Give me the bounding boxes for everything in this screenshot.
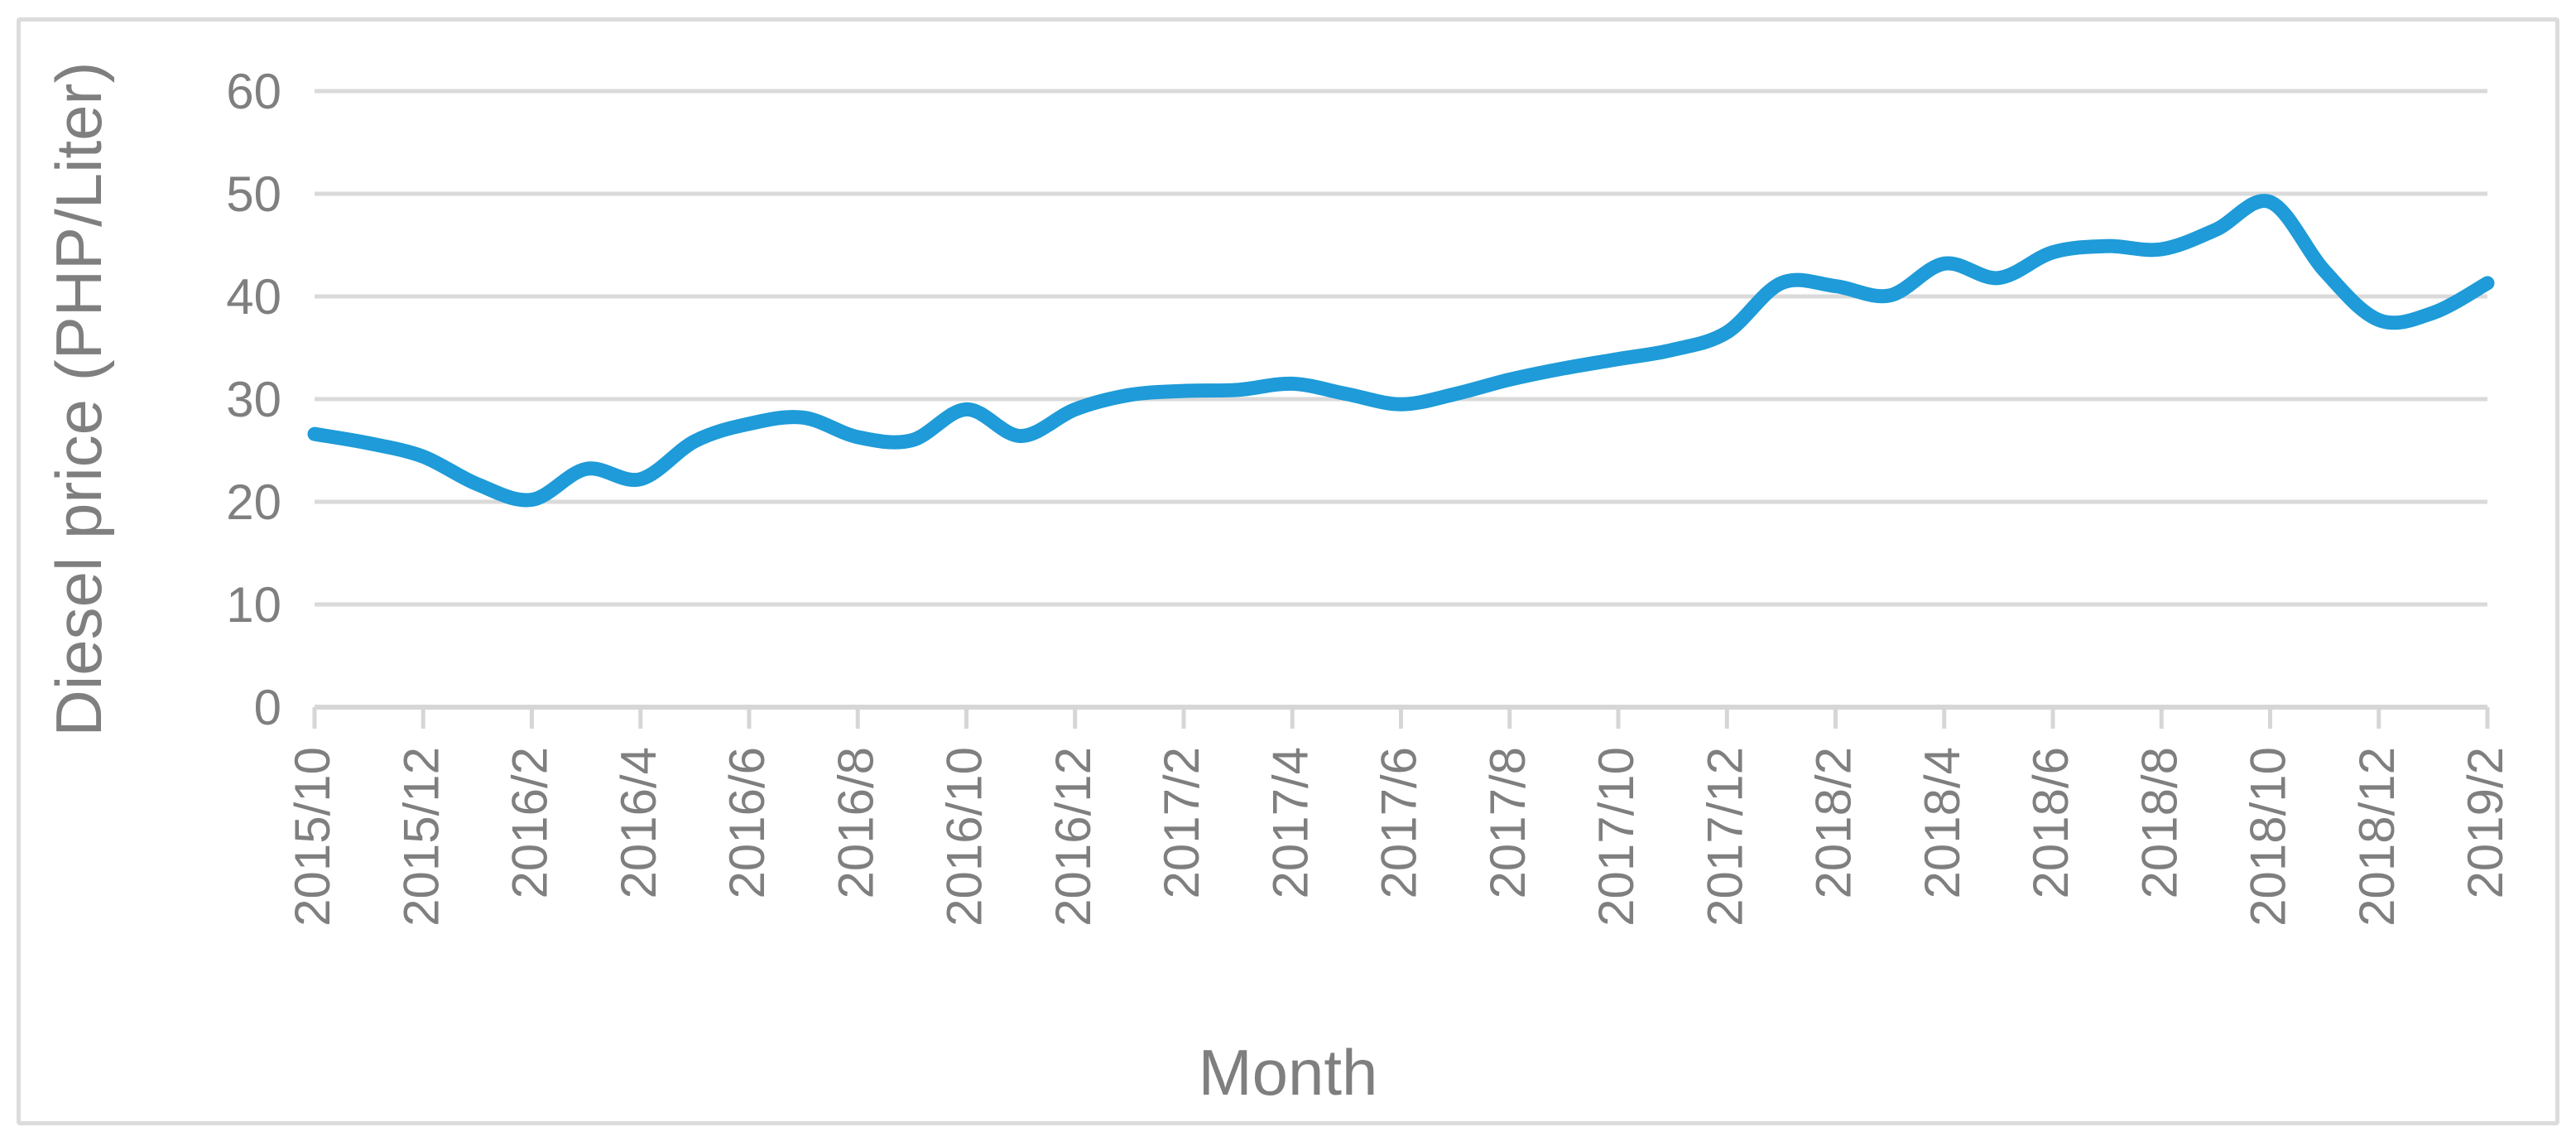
- x-tick-label-2016/4: 2016/4: [611, 747, 666, 899]
- gridlines: [315, 89, 2487, 710]
- x-tick-label-2016/6: 2016/6: [719, 747, 775, 899]
- x-axis-tick-labels: 2015/10 2015/12 2016/2 2016/4 2016/6 2016/8 20…: [285, 747, 2513, 927]
- x-tick-label-2017/10: 2017/10: [1588, 747, 1644, 927]
- chart-border: [17, 17, 2559, 1125]
- y-tick-label-10: 10: [226, 577, 281, 633]
- x-tick-label-2015/10: 2015/10: [285, 747, 340, 927]
- x-tick-label-2019/2: 2019/2: [2458, 747, 2513, 899]
- x-tick-label-2018/6: 2018/6: [2023, 747, 2079, 899]
- y-axis-title: Diesel price (PHP/Liter): [42, 62, 115, 737]
- x-tick-label-2015/12: 2015/12: [393, 747, 449, 927]
- y-tick-label-20: 20: [226, 474, 281, 530]
- x-tick-label-2016/8: 2016/8: [828, 747, 883, 899]
- y-axis-tick-labels: 0 10 20 30 40 50 60: [226, 64, 281, 735]
- y-tick-label-30: 30: [226, 372, 281, 427]
- x-tick-label-2016/12: 2016/12: [1045, 747, 1101, 927]
- x-tick-label-2017/4: 2017/4: [1262, 747, 1318, 899]
- y-tick-label-50: 50: [226, 166, 281, 222]
- x-tick-label-2016/10: 2016/10: [937, 747, 992, 927]
- x-tick-label-2018/4: 2018/4: [1915, 747, 1970, 899]
- y-tick-label-40: 40: [226, 269, 281, 325]
- y-tick-label-60: 60: [226, 64, 281, 119]
- x-tick-label-2018/12: 2018/12: [2349, 747, 2405, 927]
- x-tick-label-2017/12: 2017/12: [1697, 747, 1752, 927]
- diesel-price-series-line: [307, 194, 2495, 508]
- x-tick-label-2017/8: 2017/8: [1480, 747, 1536, 899]
- x-tick-label-2018/10: 2018/10: [2241, 747, 2296, 927]
- y-tick-label-0: 0: [254, 680, 281, 735]
- x-tick-label-2017/2: 2017/2: [1154, 747, 1209, 899]
- x-tick-label-2018/2: 2018/2: [1806, 747, 1862, 899]
- x-axis-title: Month: [1199, 1036, 1378, 1109]
- x-tick-label-2018/8: 2018/8: [2131, 747, 2187, 899]
- x-tick-label-2017/6: 2017/6: [1372, 747, 1427, 899]
- x-axis-ticks: [312, 707, 2490, 729]
- x-tick-label-2016/2: 2016/2: [502, 747, 558, 899]
